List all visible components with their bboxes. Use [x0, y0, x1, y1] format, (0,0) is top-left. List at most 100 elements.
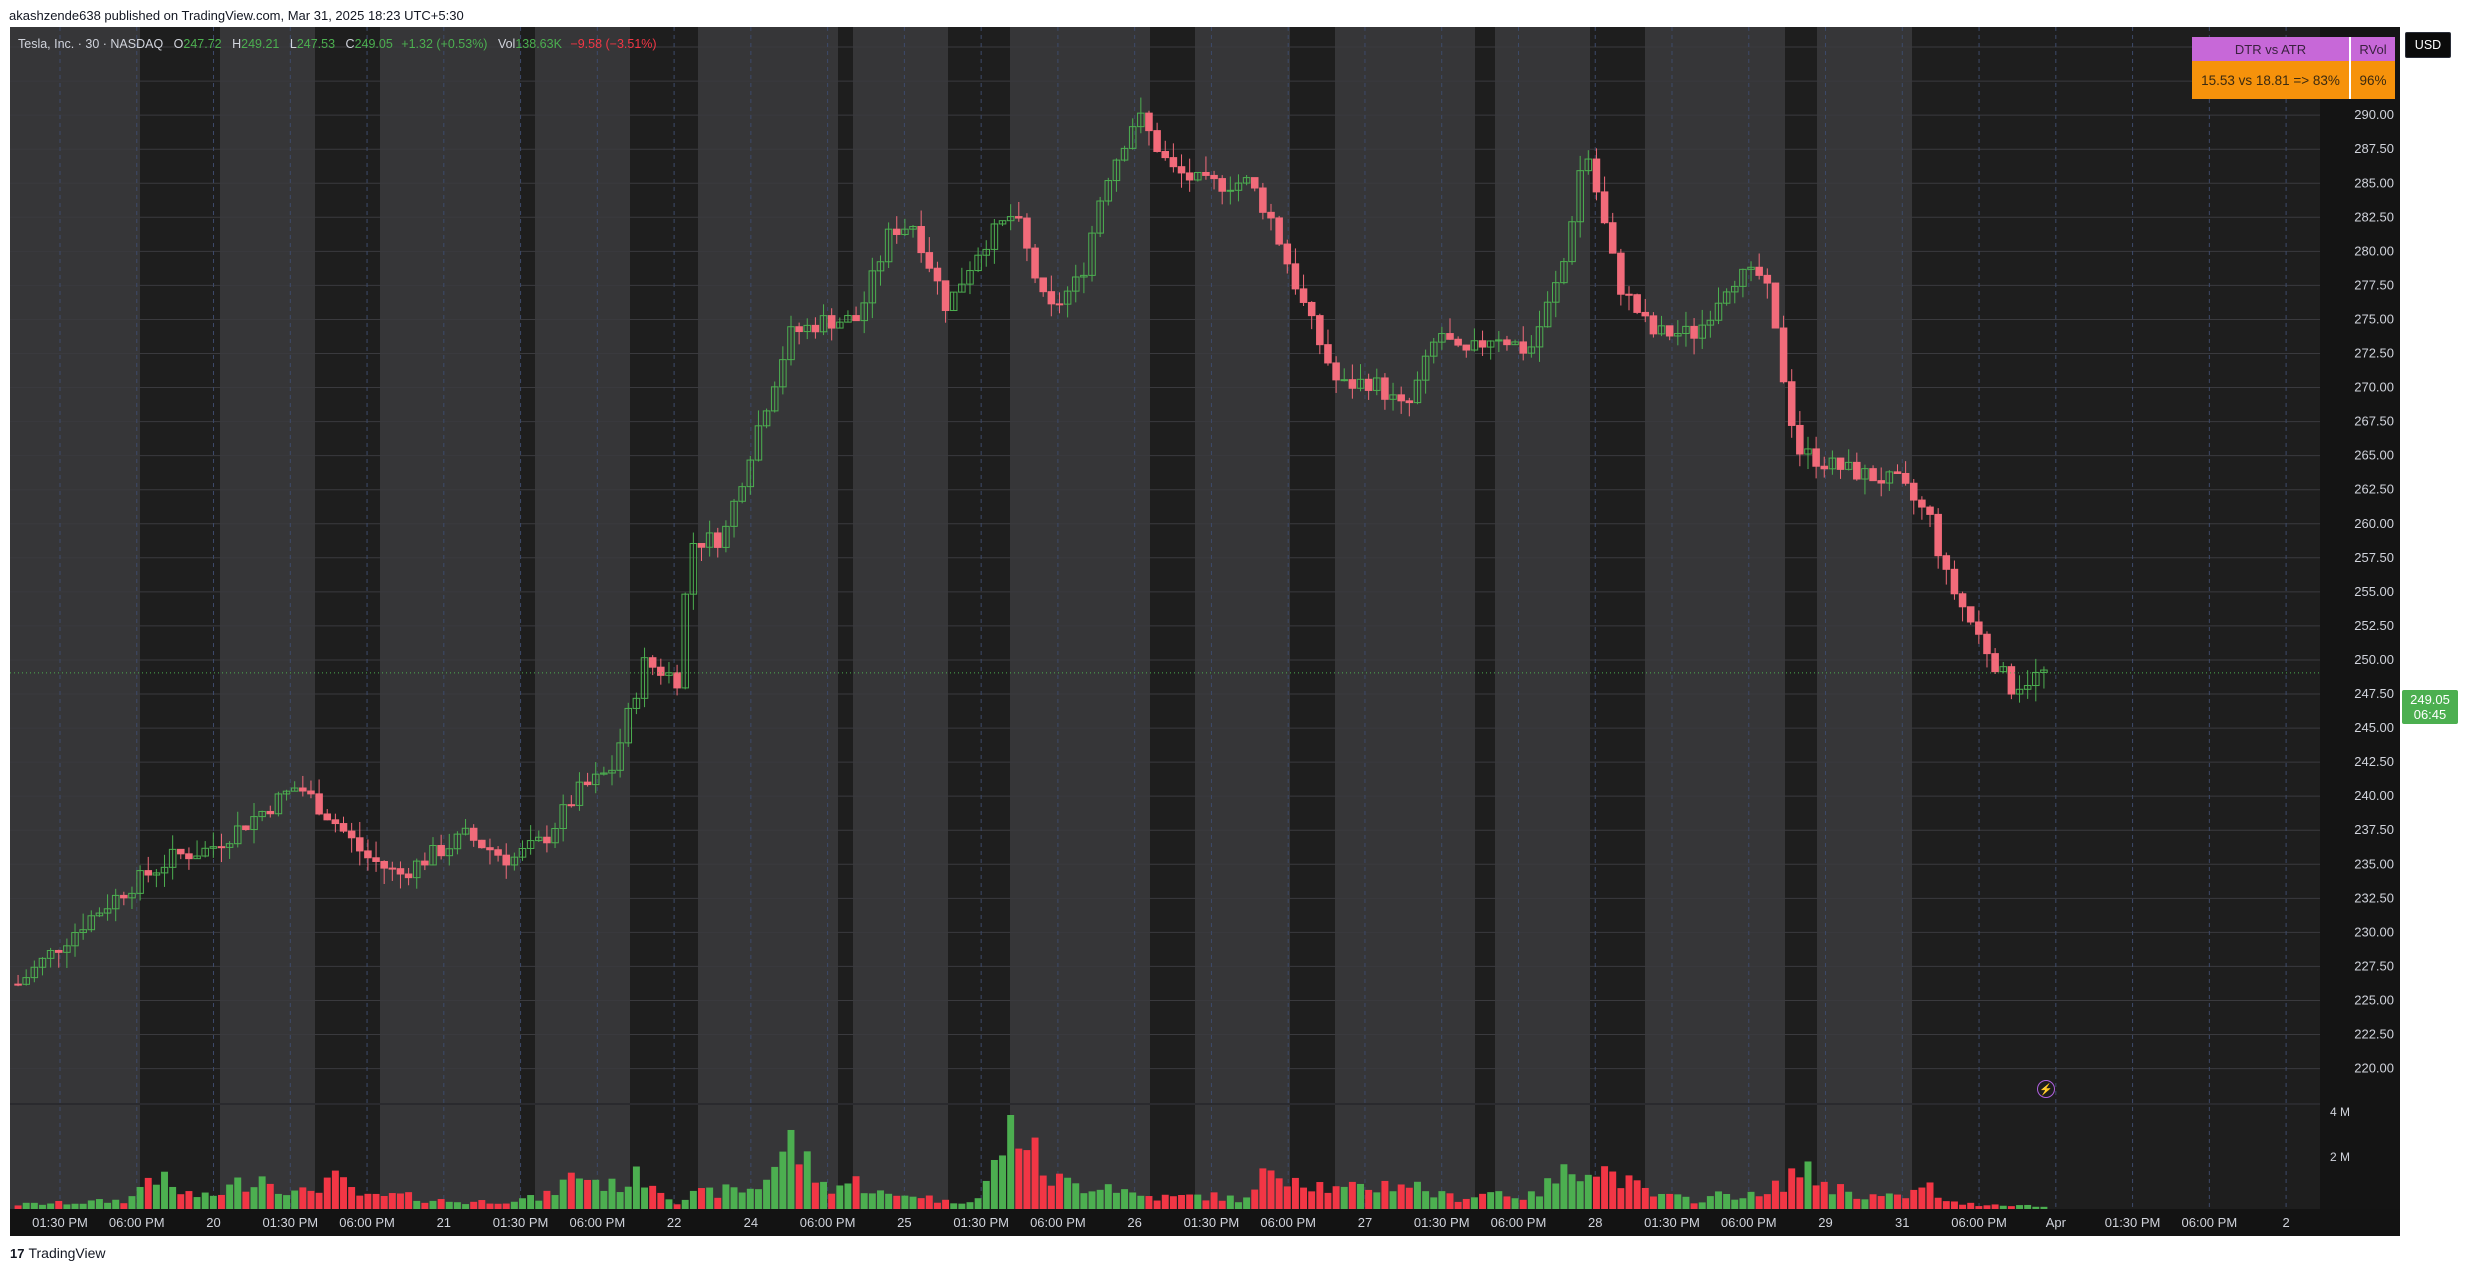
candle-body	[1112, 159, 1121, 182]
volume-bar	[1169, 1196, 1177, 1209]
volume-bar	[1771, 1180, 1779, 1209]
y-tick-label: 252.50	[2354, 618, 2394, 633]
open-label: O	[173, 37, 184, 51]
volume-bar	[1153, 1200, 1161, 1209]
volume-bar	[836, 1185, 844, 1209]
symbol-legend: Tesla, Inc. · 30 · NASDAQ O247.72 H249.2…	[18, 35, 657, 53]
volume-bar	[1576, 1181, 1584, 1209]
candle-body	[1576, 170, 1584, 223]
volume-bar	[1007, 1115, 1015, 1209]
candle-body	[233, 825, 242, 845]
candle-body	[1202, 171, 1210, 176]
chart-pane[interactable]: 220.00 222.50 225.00 227.50 230.00 232.50 235.…	[10, 27, 2400, 1236]
candle-body	[120, 894, 128, 899]
x-tick-label: 22	[667, 1215, 681, 1230]
candle-body	[1194, 171, 1202, 181]
volume-bar	[1723, 1193, 1731, 1209]
volume-bar	[1275, 1178, 1283, 1209]
candle-body	[1966, 606, 1975, 623]
x-tick-label: 06:00 PM	[1951, 1215, 2007, 1230]
volume-bar	[95, 1199, 103, 1209]
volume-bar	[1828, 1194, 1836, 1209]
candle-body	[396, 868, 405, 875]
volume-bar	[1666, 1193, 1674, 1209]
candle-body	[242, 825, 250, 831]
volume-bar	[746, 1188, 754, 1209]
lightning-icon[interactable]: ⚡	[2037, 1080, 2055, 1098]
candle-body	[1836, 457, 1845, 470]
candle-body	[1120, 147, 1129, 161]
session-band	[1335, 27, 1475, 1209]
candle-body	[1104, 180, 1113, 202]
volume-bar	[519, 1198, 526, 1209]
volume-bar	[811, 1182, 819, 1209]
candle-body	[1755, 266, 1763, 276]
currency-button[interactable]: USD	[2405, 32, 2451, 58]
volume-bar	[1186, 1194, 1194, 1209]
volume-bar	[510, 1201, 518, 1209]
candle-body	[1552, 282, 1560, 303]
candle-body	[868, 270, 877, 304]
candle-body	[1877, 480, 1885, 484]
y-tick-label: 270.00	[2354, 380, 2394, 395]
candle-body	[307, 790, 315, 795]
candle-body	[518, 847, 527, 858]
volume-bar	[584, 1179, 592, 1209]
volume-bar	[152, 1184, 160, 1209]
candle-body	[1617, 252, 1625, 295]
y-tick-label: 222.50	[2354, 1027, 2394, 1042]
volume-bar	[2032, 1206, 2040, 1209]
last-price-label: 249.05 06:45	[2402, 690, 2458, 724]
volume-bar	[1112, 1192, 1120, 1209]
candle-body	[1348, 379, 1357, 389]
volume-bar	[698, 1188, 705, 1209]
y-tick-label: 232.50	[2354, 890, 2394, 905]
volume-bar	[2016, 1205, 2023, 1209]
volume-bar	[1698, 1202, 1706, 1209]
tradingview-logo[interactable]: 17 TradingView	[10, 1245, 106, 1261]
volume-bar	[1625, 1175, 1633, 1209]
volume-bar	[942, 1199, 950, 1209]
volume-bar	[1885, 1193, 1893, 1209]
x-tick-label: 01:30 PM	[953, 1215, 1009, 1230]
y-tick-label: 260.00	[2354, 516, 2394, 531]
volume-bar	[1991, 1204, 1999, 1209]
candle-body	[811, 324, 820, 333]
x-tick-label: 2	[2282, 1215, 2289, 1230]
volume-bar	[852, 1176, 860, 1209]
candle-body	[1071, 276, 1080, 292]
volume-bar	[14, 1205, 22, 1209]
volume-bar	[405, 1192, 413, 1209]
candle-body	[1690, 325, 1698, 339]
candle-body	[136, 870, 144, 894]
candle-body	[779, 359, 787, 388]
volume-bar	[820, 1181, 827, 1209]
y-tick-label: 250.00	[2354, 652, 2394, 667]
y-tick-label: 245.00	[2354, 720, 2394, 735]
y-tick-label: 255.00	[2354, 584, 2394, 599]
volume-bar	[730, 1187, 738, 1209]
candle-body	[160, 866, 169, 874]
candle-body	[1633, 294, 1641, 313]
candle-body	[1153, 130, 1161, 152]
volume-bar	[470, 1201, 478, 1209]
volume-bar	[1145, 1196, 1153, 1209]
x-tick-label: 31	[1895, 1215, 1909, 1230]
volume-bar	[1397, 1184, 1405, 1209]
y-tick-label: 242.50	[2354, 754, 2394, 769]
volume-bar	[2040, 1206, 2048, 1209]
candle-body	[323, 813, 332, 821]
volume-bar	[868, 1193, 876, 1209]
symbol-title[interactable]: Tesla, Inc. · 30 · NASDAQ	[18, 37, 164, 51]
volume-bar	[828, 1193, 836, 1209]
volume-bar	[754, 1189, 762, 1209]
session-band	[1010, 27, 1150, 1209]
volume-bar	[1845, 1191, 1853, 1209]
volume-bar	[706, 1187, 714, 1209]
candle-body	[1853, 461, 1861, 480]
candlestick-chart[interactable]: 220.00 222.50 225.00 227.50 230.00 232.50 235.…	[10, 27, 2400, 1236]
session-band	[380, 27, 520, 1209]
volume-bar	[1690, 1203, 1698, 1209]
volume-bar	[771, 1166, 779, 1209]
volume-bar	[494, 1203, 502, 1209]
